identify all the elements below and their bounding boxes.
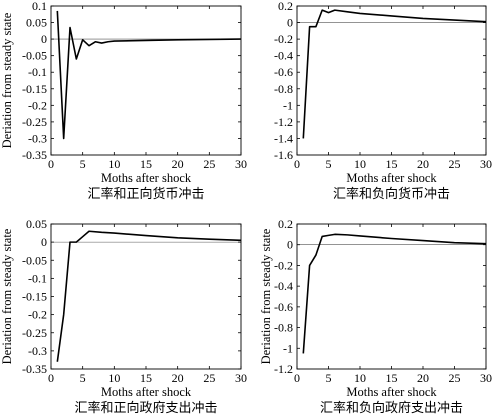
series-line-1 [56,10,242,140]
x-tick-label: 15 [140,371,152,385]
x-tick-label: 15 [386,157,398,171]
x-tick-label: 5 [326,157,332,171]
x-tick-label: 30 [235,371,247,385]
y-axis-label: Deriation from steady state [259,228,273,364]
y-tick-label: -0.35 [22,362,47,376]
x-tick-label: 10 [108,157,120,171]
series-line-1 [302,233,487,354]
plot-frame [50,5,242,156]
x-tick-label: 0 [294,157,300,171]
y-tick-label: -1.6 [274,148,293,162]
panel-caption: 汇率和正向货币冲击 [87,186,204,202]
x-tick-label: 0 [48,371,54,385]
y-tick-label: 0.05 [26,217,47,231]
x-tick-label: 20 [172,371,184,385]
plot-frame [50,223,242,370]
panel-caption: 汇率和负向政府支出冲击 [320,400,463,416]
y-tick-label: -0.4 [274,49,293,63]
y-axis-label: Deriation from steady state [0,12,14,148]
y-tick-label: -0.3 [28,131,47,145]
y-tick-label: -0.25 [22,115,47,129]
x-tick-label: 15 [386,371,398,385]
y-tick-label: -0.2 [28,98,47,112]
x-axis-label: Moths after shock [346,171,437,185]
x-tick-label: 15 [140,157,152,171]
y-tick-label: -1.2 [274,115,293,129]
x-tick-label: 30 [480,371,492,385]
x-tick-label: 10 [354,371,366,385]
y-tick-label: -0.15 [22,82,47,96]
y-tick-label: -0.3 [28,344,47,358]
y-tick-label: 0 [41,235,47,249]
x-tick-label: 10 [108,371,120,385]
y-tick-label: -1 [283,98,293,112]
y-tick-label: -0.2 [274,258,293,272]
y-tick-label: -0.1 [28,271,47,285]
x-axis-label: Moths after shock [101,385,192,399]
x-tick-label: 20 [417,371,429,385]
y-tick-label: -0.1 [28,65,47,79]
x-tick-label: 20 [172,157,184,171]
x-tick-label: 5 [80,157,86,171]
x-tick-label: 0 [48,157,54,171]
y-tick-label: -0.15 [22,290,47,304]
y-tick-label: 0 [287,238,293,252]
y-tick-label: 0 [41,32,47,46]
x-tick-label: 25 [203,157,215,171]
chart-panel-1: 0 5 10 15 20 25 30 0.1 0.05 0 -0.05 -0.1 -0.15 -0.2 -0… [0,0,247,202]
panel-caption: 汇率和正向政府支出冲击 [74,400,217,416]
chart-panel-2: 0 5 10 15 20 25 30 0.2 0 -0.2 -0.4 -0.6 -0.8 -1 -1.2 -1… [274,0,492,202]
y-tick-label: 0 [287,16,293,30]
y-tick-label: -0.25 [22,326,47,340]
y-tick-label: -0.6 [274,300,293,314]
y-tick-label: -0.2 [274,32,293,46]
y-tick-label: 0.2 [278,0,293,13]
x-tick-label: 30 [235,157,247,171]
chart-panel-4: 0 5 10 15 20 25 30 0.2 0 -0.2 -0.4 -0.6 -0.8 -1 -1.2 Mo… [259,217,492,416]
y-tick-label: -0.05 [22,49,47,63]
y-tick-label: -1.2 [274,362,293,376]
y-tick-label: 0.1 [32,0,47,13]
x-tick-label: 25 [449,157,461,171]
plot-frame [296,5,487,156]
y-tick-label: -0.8 [274,82,293,96]
panel-caption: 汇率和负向货币冲击 [333,186,450,202]
x-tick-label: 10 [354,157,366,171]
x-axis-label: Moths after shock [346,385,437,399]
x-tick-label: 5 [80,371,86,385]
y-tick-label: -0.6 [274,65,293,79]
y-tick-label: -1.4 [274,131,293,145]
x-tick-label: 20 [417,157,429,171]
y-axis-label: Deriation from steady state [0,228,14,364]
y-tick-label: -0.2 [28,308,47,322]
y-tick-label: 0.2 [278,217,293,231]
y-tick-label: -1 [283,341,293,355]
x-tick-label: 25 [449,371,461,385]
series-line-1 [302,9,487,139]
chart-panel-3: 0 5 10 15 20 25 30 0.05 0 -0.05 -0.1 -0.15 -0.2 -0.25… [0,217,247,416]
x-tick-label: 25 [203,371,215,385]
plot-frame [296,223,487,370]
x-tick-label: 5 [326,371,332,385]
x-tick-label: 0 [294,371,300,385]
x-axis-label: Moths after shock [101,171,192,185]
y-tick-label: -0.05 [22,253,47,267]
y-tick-label: 0.05 [26,16,47,30]
series-line-1 [56,230,242,362]
x-tick-label: 30 [480,157,492,171]
y-tick-label: -0.8 [274,321,293,335]
y-tick-label: -0.35 [22,148,47,162]
y-tick-label: -0.4 [274,279,293,293]
